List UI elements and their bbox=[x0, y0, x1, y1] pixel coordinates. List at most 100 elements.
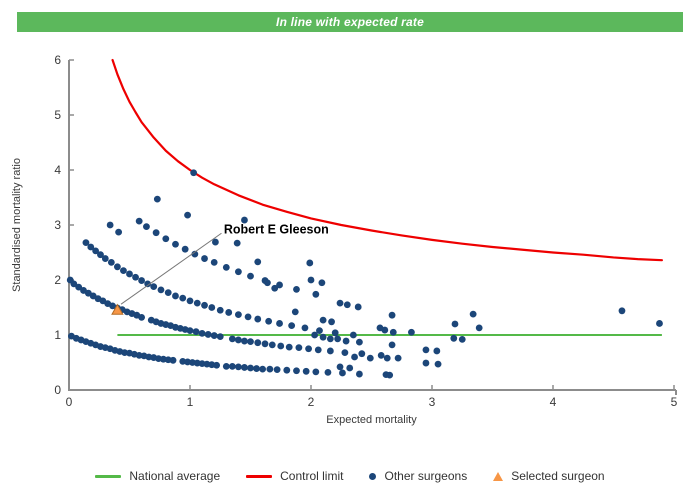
legend-label: Selected surgeon bbox=[511, 469, 605, 483]
scatter-point bbox=[225, 309, 233, 316]
scatter-point bbox=[285, 343, 293, 351]
scatter-point bbox=[381, 326, 389, 334]
scatter-point bbox=[336, 363, 344, 371]
scatter-point bbox=[326, 335, 334, 343]
scatter-point bbox=[288, 322, 296, 330]
scatter-point bbox=[186, 327, 194, 334]
scatter-point bbox=[212, 238, 219, 246]
scatter-point bbox=[228, 362, 236, 370]
y-tick-label: 4 bbox=[54, 163, 61, 177]
scatter-point bbox=[434, 360, 442, 368]
scatter-point bbox=[244, 313, 252, 321]
y-tick-label: 1 bbox=[54, 328, 61, 342]
selected-surgeon-annotation: Robert E Gleeson bbox=[224, 222, 329, 236]
x-tick-label: 4 bbox=[550, 395, 557, 409]
scatter-point bbox=[115, 228, 123, 236]
scatter-point bbox=[172, 292, 179, 300]
scatter-point bbox=[408, 328, 415, 336]
scatter-point bbox=[422, 346, 430, 354]
scatter-point bbox=[150, 283, 158, 290]
scatter-point bbox=[247, 364, 254, 372]
scatter-point bbox=[235, 336, 242, 344]
scatter-point bbox=[264, 279, 271, 287]
scatter-point bbox=[254, 339, 262, 347]
scatter-point bbox=[388, 311, 396, 319]
scatter-point bbox=[135, 217, 143, 225]
scatter-point bbox=[261, 340, 269, 348]
scatter-point bbox=[422, 359, 430, 367]
scatter-point bbox=[389, 328, 397, 336]
scatter-point bbox=[451, 320, 459, 328]
y-tick-label: 2 bbox=[54, 273, 61, 287]
scatter-point bbox=[204, 331, 212, 338]
scatter-point bbox=[351, 353, 358, 361]
scatter-point bbox=[266, 365, 274, 373]
scatter-point bbox=[293, 285, 300, 293]
scatter-point bbox=[210, 259, 218, 266]
other-surgeons-dot-icon bbox=[369, 472, 377, 480]
legend-item-other-surgeons: Other surgeons bbox=[369, 469, 467, 483]
scatter-point bbox=[312, 290, 320, 298]
scatter-point bbox=[253, 365, 260, 372]
scatter-point bbox=[276, 320, 283, 327]
scatter-point bbox=[328, 318, 335, 326]
scatter-point bbox=[181, 245, 189, 253]
legend-label: Other surgeons bbox=[384, 469, 468, 483]
scatter-point bbox=[228, 335, 236, 343]
scatter-point bbox=[271, 284, 279, 292]
scatter-point bbox=[114, 263, 121, 271]
scatter-point bbox=[235, 363, 242, 371]
scatter-point bbox=[169, 356, 177, 364]
scatter-point bbox=[241, 216, 248, 224]
scatter-point bbox=[107, 259, 115, 266]
scatter-point bbox=[82, 239, 90, 247]
scatter-point bbox=[331, 329, 339, 337]
scatter-point bbox=[247, 272, 254, 280]
scatter-point bbox=[433, 347, 441, 355]
scatter-point bbox=[210, 332, 218, 339]
scatter-point bbox=[153, 195, 161, 203]
scatter-point bbox=[143, 223, 150, 231]
scatter-point bbox=[184, 211, 191, 219]
scatter-point bbox=[186, 297, 194, 305]
scatter-point bbox=[265, 317, 273, 325]
scatter-point bbox=[97, 251, 104, 259]
scatter-point bbox=[254, 258, 262, 266]
legend-label: Control limit bbox=[280, 469, 344, 483]
scatter-point bbox=[388, 341, 396, 349]
scatter-point bbox=[164, 289, 172, 297]
scatter-point bbox=[342, 337, 350, 345]
scatter-point bbox=[349, 331, 357, 339]
scatter-point bbox=[383, 354, 391, 362]
scatter-point bbox=[101, 255, 109, 262]
scatter-point bbox=[157, 286, 165, 294]
scatter-point bbox=[469, 310, 477, 318]
control-limit-curve bbox=[111, 58, 664, 262]
y-tick-label: 3 bbox=[54, 218, 61, 232]
scatter-point bbox=[152, 229, 160, 237]
scatter-point bbox=[302, 367, 310, 375]
scatter-point bbox=[277, 342, 285, 350]
scatter-point bbox=[295, 344, 303, 352]
scatter-point bbox=[208, 304, 216, 311]
scatter-point bbox=[235, 268, 242, 276]
scatter-point bbox=[354, 303, 362, 311]
y-tick-label: 6 bbox=[54, 53, 61, 67]
y-tick-label: 5 bbox=[54, 108, 61, 122]
scatter-point bbox=[144, 280, 152, 288]
legend-item-national-average: National average bbox=[95, 469, 220, 483]
scatter-point bbox=[70, 280, 78, 288]
scatter-point bbox=[356, 338, 363, 346]
status-banner: In line with expected rate bbox=[17, 12, 683, 32]
scatter-point bbox=[92, 247, 100, 255]
scatter-point bbox=[377, 351, 385, 359]
annotation-leader-line bbox=[120, 232, 222, 305]
national-average-line-icon bbox=[95, 474, 122, 478]
scatter-point bbox=[324, 369, 332, 376]
scatter-point bbox=[318, 279, 326, 287]
scatter-point bbox=[222, 362, 230, 370]
scatter-point bbox=[75, 283, 83, 291]
scatter-point bbox=[222, 263, 230, 271]
